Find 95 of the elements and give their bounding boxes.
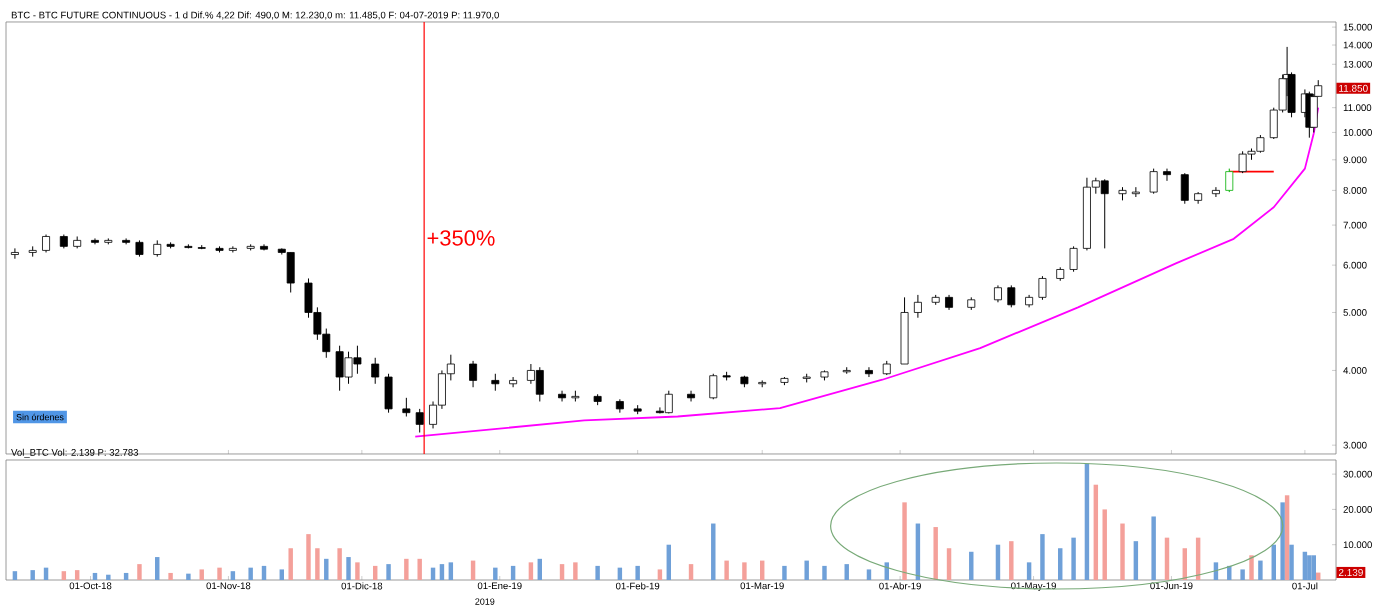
bar (1284, 495, 1290, 580)
bar (1307, 555, 1312, 580)
candlestick (122, 237, 131, 245)
candlestick (1163, 168, 1171, 182)
bar (742, 562, 747, 580)
bar (448, 562, 454, 580)
candlestick (1180, 172, 1189, 205)
bar (417, 558, 422, 580)
candlestick (913, 294, 922, 319)
bar (493, 567, 498, 580)
bar (1071, 537, 1076, 580)
candlestick (371, 357, 380, 385)
bar (804, 560, 809, 580)
bar (711, 523, 716, 580)
bar (844, 564, 849, 580)
bar (386, 564, 391, 580)
candlestick (1131, 186, 1140, 198)
candlestick (558, 390, 566, 402)
candlestick (1069, 245, 1078, 273)
candlestick (535, 366, 544, 402)
bar (155, 557, 160, 580)
candlestick (1007, 284, 1016, 308)
candlestick (415, 408, 424, 434)
bar (61, 571, 67, 580)
bar (306, 534, 311, 580)
bar (933, 527, 938, 580)
bar (439, 564, 445, 580)
bar (30, 570, 35, 580)
bar (902, 502, 907, 580)
bar (1289, 544, 1294, 580)
bar (1084, 463, 1090, 580)
candlestick (687, 390, 695, 402)
candlestick (384, 373, 393, 414)
candlestick (865, 366, 873, 378)
bar (92, 572, 98, 580)
candlestick (1149, 168, 1158, 195)
candlestick (469, 360, 478, 388)
bar (559, 564, 565, 580)
candlestick (91, 237, 99, 245)
bar (595, 565, 600, 580)
bar (1058, 548, 1063, 580)
bar (168, 572, 173, 580)
bar (528, 562, 534, 580)
bar (946, 548, 952, 580)
candlestick (10, 247, 19, 260)
bar (315, 548, 320, 580)
bar (1249, 555, 1254, 580)
bar (1280, 502, 1285, 580)
bar (866, 569, 872, 580)
candlestick (1211, 186, 1220, 198)
candlestick (1225, 168, 1234, 193)
bar (1120, 523, 1125, 580)
candlestick (509, 376, 518, 388)
bar (688, 564, 694, 580)
ref-line-label: +350% (427, 230, 495, 246)
candlestick (1309, 93, 1318, 133)
bar (355, 562, 360, 580)
candlestick (709, 373, 718, 400)
bar (337, 548, 342, 580)
bar (573, 562, 578, 580)
bar (186, 573, 191, 580)
bar (324, 558, 329, 580)
bar (657, 569, 663, 580)
bar (822, 565, 827, 580)
bar (248, 567, 253, 580)
bar (12, 571, 18, 580)
bar (1009, 541, 1014, 580)
bar (404, 558, 409, 580)
bar (74, 570, 80, 580)
candlestick (228, 245, 237, 253)
bar (635, 565, 640, 580)
bar (1026, 562, 1032, 580)
candlestick (286, 251, 295, 293)
bar (279, 569, 285, 580)
bar (123, 572, 129, 580)
bar (1133, 541, 1139, 580)
bar (1093, 484, 1099, 580)
bar (724, 560, 729, 580)
bar (1258, 560, 1263, 580)
bar (346, 557, 351, 580)
bar (1040, 534, 1045, 580)
bar (1240, 569, 1245, 580)
bar (230, 571, 236, 580)
bar (137, 564, 142, 580)
bar (1311, 555, 1317, 580)
bar (199, 569, 204, 580)
bar (1151, 516, 1156, 580)
bar (288, 548, 293, 580)
bar (782, 565, 787, 580)
candlestick (402, 397, 411, 418)
bar (217, 567, 222, 580)
candlestick (1038, 275, 1047, 301)
candlestick (1100, 178, 1109, 249)
bar (1102, 509, 1107, 580)
bar (106, 574, 111, 580)
